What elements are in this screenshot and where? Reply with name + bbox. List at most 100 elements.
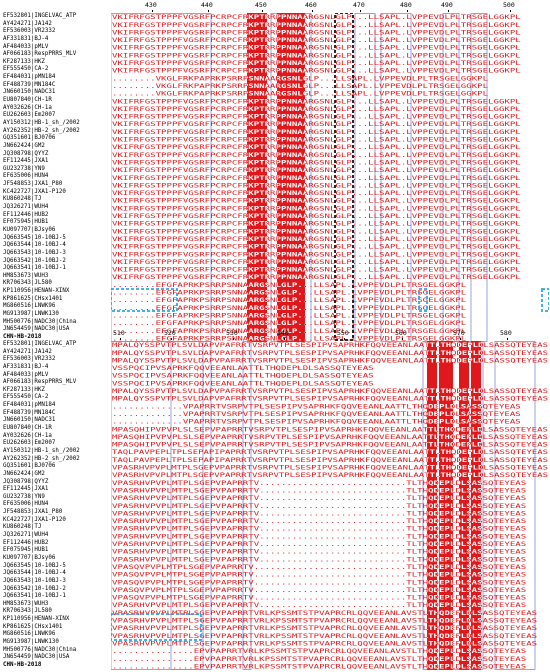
svg-text:MPASQHIPVPVPLSLSEPVPAPRRTVSRPV: MPASQHIPVPVPLSLSEPVPAPRRTVSRPVTPLSESPIPV… [112, 441, 548, 449]
sequence-name: JQ663544|10-10BJ-4 [3, 570, 66, 577]
sequence-row: TAQLPAVPEPLTPLSEPAPIPAPRRTVSRPVTPLSESPIP… [112, 448, 548, 456]
svg-text:VPASRHVPVPLMTPLSGEPVPAPRRTV...: VPASRHVPVPLMTPLSGEPVPAPRRTV.............… [112, 540, 526, 548]
ruler-tick [262, 10, 263, 12]
svg-text:VPASRHVPVPLMTPLSGEPVPAPRRTV...: VPASRHVPVPLMTPLSGEPVPAPRRTV.............… [112, 525, 526, 533]
sequence-name: KR706343|JL580 [3, 608, 52, 615]
ruler-tick [510, 10, 511, 12]
sequence-row: VPASRHVPVPLMTPLSGEPVPAPRRTV.............… [112, 532, 526, 540]
svg-text:VKIFRFGSTPPPFVGSRFPCRPCFRKPTRR: VKIFRFGSTPPPFVGSRFPCRPCFRKPTRRPPNNAARGSN… [112, 227, 521, 235]
sequence-row: VKIFRFGSTPPPFVGSRFPCRPCFRKPTRRPPNNAARGSN… [112, 166, 521, 174]
svg-text:VKIFRFGSTPPPFVGSRFPCRPCFRKPTRR: VKIFRFGSTPPPFVGSRFPCRPCFRKPTRRPPNNAARGSN… [112, 105, 521, 113]
svg-text:........EFGFAPRKPSRRPSNNAARGSN: ........EFGFAPRKPSRRPSNNAARGSNLGLP...LLS… [112, 296, 466, 304]
sequence-row: VPASQVPVPLMTPLSGEPVPAPRRTV..............… [112, 571, 526, 579]
sequence-name: EF532801|INGELVAC_ATP [3, 341, 77, 347]
sequence-row: VPASQVPVPLMTPLSGEPVPAPRRTV..............… [112, 586, 526, 594]
svg-text:VPASRHVPVPLMTPLSGEPVPAPRRTV...: VPASRHVPVPLMTPLSGEPVPAPRRTV.............… [112, 509, 526, 517]
sequence-name: KP110956|HENAN-XINX [3, 616, 70, 623]
svg-text:.............VPAPRRTVSRPVTPLSE: .............VPAPRRTVSRPVTPLSESPIPVSAPRH… [112, 410, 521, 418]
svg-text:VPASRHVPVPLMTPLSGEPVPAPRRTVSRP: VPASRHVPVPLMTPLSGEPVPAPRRTVSRPVTPLSESPIP… [112, 464, 548, 472]
sequence-row: VPASRHVPVPLMTPLSGEPVPAPRRTV.............… [112, 517, 526, 525]
sequence-name: KP861625|CHsx1401 [3, 295, 63, 302]
svg-text:VKIFRFGSTPPPFVGSRFPCRPCFRKPTRR: VKIFRFGSTPPPFVGSRFPCRPCFRKPTRRPPNNAARGSN… [112, 220, 521, 228]
svg-text:VKIFRFGSTPPPFVGSRFPCRPCFRKPTRR: VKIFRFGSTPPPFVGSRFPCRPCFRKPTRRPPNNAARGSN… [112, 204, 521, 212]
sequence-name: JQ326271|WUH4 [3, 204, 49, 211]
ruler-tick [312, 10, 313, 12]
svg-text:VPASRHVPVPLMTPLSGEPVPAPRRTV...: VPASRHVPVPLMTPLSGEPVPAPRRTV.............… [112, 548, 526, 556]
svg-text:VPASRHVPVPLMTPLSGEPVPAPRRTVRLK: VPASRHVPVPLMTPLSGEPVPAPRRTVRLKPSSMTSTPVA… [112, 617, 537, 625]
svg-text:VPASRHVPVPLMTPLSGEPVPAPRRTVSRP: VPASRHVPVPLMTPLSGEPVPAPRRTVSRPVTPLSESPIP… [112, 471, 548, 479]
svg-text:MPALQYSSPVTPLSVLDAPVPAFRRTVSRP: MPALQYSSPVTPLSVLDAPVPAFRRTVSRPVTPLSESPIP… [112, 395, 548, 403]
sequence-area: MPALQYSSPVTPLSVLDAPVPAFRRTVSRPVTPLSESPIP… [111, 341, 549, 670]
ruler-tick [407, 10, 408, 12]
sequence-name: AY424271|JA142 [3, 348, 52, 355]
svg-text:VKIFRFGSTPPPFVGSRFPCRPCFRKPTRR: VKIFRFGSTPPPFVGSRFPCRPCFRKPTRRPPNNAARGSN… [112, 136, 521, 144]
sequence-row: VKIFRFGSTPPPFVGSRFPCRPCFRKPTRRPPNNAARGSN… [112, 250, 521, 258]
svg-text:VPASRHVPVPLMTPLSGEPVPAPRRTV...: VPASRHVPVPLMTPLSGEPVPAPRRTV.............… [112, 555, 526, 563]
svg-text:VKIFRFGSTPPPFVGSRFPCRPCFRKPTRR: VKIFRFGSTPPPFVGSRFPCRPCFRKPTRRPPNNAARGSN… [112, 151, 521, 159]
svg-text:VKIFRFGSTPPPFVGSRFPCRPCFRKPTRR: VKIFRFGSTPPPFVGSRFPCRPCFRKPTRRPPNNAARGSN… [112, 128, 521, 136]
sequence-name: AF331831|BJ-4 [3, 363, 49, 370]
svg-text:VPASQVPVPLMTPLSGEPVPAPRRTV....: VPASQVPVPLMTPLSGEPVPAPRRTV..............… [112, 578, 526, 586]
svg-text:MPASQHIPVPVPLSLSEPVPAPRRTVSRPV: MPASQHIPVPVPLSLSEPVPAPRRTVSRPVTPLSESPIPV… [112, 433, 548, 441]
svg-text:.............VPAPRRTVSRPVTPLSE: .............VPAPRRTVSRPVTPLSESPIPVSAPRH… [112, 402, 521, 410]
sequence-row: VKIFRFGSTPPPFVGSRFPCRPCFRKPTRRPPNNAARGSN… [112, 13, 521, 21]
svg-text:VPASRHVPVPLMTPLSGEPVPAPRRTVRLK: VPASRHVPVPLMTPLSGEPVPAPRRTVRLKPSSMTSTPVA… [112, 617, 537, 625]
sequence-name: KF287133|HKZ [3, 386, 45, 393]
svg-text:VPASQVPVPLMTPLSGEPVPAPRRTV....: VPASQVPVPLMTPLSGEPVPAPRRTV..............… [112, 571, 526, 579]
svg-text:MPALQYSSPVTPLSVLDAPVPAFRRTVSRP: MPALQYSSPVTPLSVLDAPVPAFRRTVSRPVTPLSESPIP… [112, 387, 548, 395]
sequence-row: VPASRHVPVPLMTPLSGEPVPAPRRTVRLKPSSMTSTPVA… [112, 617, 537, 625]
sequence-row: ........EFGFAPRKPSRRPSNNAARGSNLGLP...LLS… [112, 289, 466, 297]
sequence-row: MPALQYSSPVTPLSVLDAPVPAFRRTVSRPVTPLSESPIP… [112, 395, 548, 403]
svg-text:VPASQVPVPLMTPLSGEPVPAPRRTV....: VPASQVPVPLMTPLSGEPVPAPRRTV..............… [112, 571, 526, 579]
svg-text:VKIFRFGSTPPPFVGSRFPCRPCFRKPTRR: VKIFRFGSTPPPFVGSRFPCRPCFRKPTRRPPNNAARGSN… [112, 13, 521, 21]
svg-text:VPASRHVPVPLMTPLSGEPVPAPRRTVRLK: VPASRHVPVPLMTPLSGEPVPAPRRTVRLKPSSMTSTPVA… [112, 624, 537, 632]
svg-text:VPASRHVPVPLMTPLSGEPVPAPRRTVRLK: VPASRHVPVPLMTPLSGEPVPAPRRTVRLKPSSMTSTPVA… [112, 632, 537, 640]
svg-text:VKIFRFGSTPPPFVGSRFPCRPCFRKPTRR: VKIFRFGSTPPPFVGSRFPCRPCFRKPTRRPPNNAARGSN… [112, 273, 521, 281]
sequence-row: ........EFGFAPRKPSRRPSNNAARGSNLGLP...LLS… [112, 311, 466, 319]
svg-text:MPALQYSSPVTPLSVLDAPVPAFRRTVSRP: MPALQYSSPVTPLSVLDAPVPAFRRTVSRPVTPLSESPIP… [112, 341, 548, 349]
svg-text:.............VPAPRRTVSRPVTPLSE: .............VPAPRRTVSRPVTPLSESPIPVSAPRH… [112, 418, 521, 426]
svg-text:VKIFRFGSTPPPFVGSRFPCRPCFRKPTRR: VKIFRFGSTPPPFVGSRFPCRPCFRKPTRRPPNNAARGSN… [112, 51, 521, 59]
sequence-name: JQ663542|10-10BJ-2 [3, 257, 66, 264]
ruler-tick [120, 338, 121, 340]
sequence-name: JQ663541|10-10BJ-1 [3, 265, 66, 272]
conservation-frame [380, 13, 412, 342]
sequence-row: VSSPQCIPVSAPRKFQQVEEANLAATTLTHQDEPLDLSAS… [112, 364, 374, 372]
sequence-name: AF066183|RespPRRS_MLV [3, 51, 77, 58]
ruler-tick [402, 338, 403, 340]
sequence-row: ........EFGFAPRKPSRRPSNNAARGSNLGLP...LLS… [112, 281, 466, 289]
svg-text:........EFGFAPRKPSRRPSNNAARGSN: ........EFGFAPRKPSRRPSNNAARGSNLGLP...LLS… [112, 319, 466, 327]
svg-text:........VKGLFRKPAPRKPSRRPSNNAA: ........VKGLFRKPAPRKPSRRPSNNAARGSNLGLP..… [112, 90, 488, 98]
svg-text:MPASQHIPVPVPLSLSEPVPAPRRTVSRPV: MPASQHIPVPVPLSLSEPVPAPRRTVSRPVTPLSESPIPV… [112, 433, 548, 441]
ruler: 510 520 530 540 550 560 570 580 [0, 328, 550, 340]
svg-text:VPASRHVPVPLMTPLSGEPVPAPRRTV...: VPASRHVPVPLMTPLSGEPVPAPRRTV.............… [112, 502, 526, 510]
sequence-row: VPASRHVPVPLMTPLSGEPVPAPRRTV.............… [112, 601, 526, 609]
sequence-name: KU097707|BJsy06 [3, 554, 56, 561]
insertion-highlight-box [541, 288, 549, 312]
svg-text:VPASRHVPVPLMTPLSGEPVPAPRRTV...: VPASRHVPVPLMTPLSGEPVPAPRRTV.............… [112, 555, 526, 563]
conserved-letters: MPALQYSSPVTPLSVLDAPVPAFRRTVSRPVTPLSESPIP… [112, 341, 548, 670]
svg-text:VPASRHVPVPLMTPLSGEPVPAPRRTV...: VPASRHVPVPLMTPLSGEPVPAPRRTV.............… [112, 494, 526, 502]
sequence-row: VKIFRFGSTPPPFVGSRFPCRPCFRKPTRRPPNNAARGSN… [112, 189, 521, 197]
sequence-row: MPALQYSSPVTPLSVLDAPVPAFRRTVSRPVTPLSESPIP… [112, 387, 548, 395]
svg-text:VPASRHVPVPLMTPLSGEPVPAPRRTV...: VPASRHVPVPLMTPLSGEPVPAPRRTV.............… [112, 479, 526, 487]
sequence-name: EU262603|Em2007 [3, 440, 56, 447]
svg-text:MPALQYSSPVTPLSVLDAPVPAFRRTVSRP: MPALQYSSPVTPLSVLDAPVPAFRRTVSRPVTPLSESPIP… [112, 341, 548, 349]
svg-text:VKIFRFGSTPPPFVGSRFPCRPCFRKPTRR: VKIFRFGSTPPPFVGSRFPCRPCFRKPTRRPPNNAARGSN… [112, 258, 521, 266]
svg-text:VKIFRFGSTPPPFVGSRFPCRPCFRKPTRR: VKIFRFGSTPPPFVGSRFPCRPCFRKPTRRPPNNAARGSN… [112, 113, 521, 121]
sequence-name: KF287133|HKZ [3, 58, 45, 65]
sequence-row: ........EFGFAPRKPSRRPSNNAARGSNLGLP...LLS… [112, 296, 466, 304]
sequence-row: VKIFRFGSTPPPFVGSRFPCRPCFRKPTRRPPNNAARGSN… [112, 174, 521, 182]
svg-text:VPASRHVPVPLMTPLSGEPVPAPRRTV...: VPASRHVPVPLMTPLSGEPVPAPRRTV.............… [112, 509, 526, 517]
sequence-name: GU232738|YN9 [3, 165, 45, 172]
svg-text:VPASRHVPVPLMTPLSGEPVPAPRRTV...: VPASRHVPVPLMTPLSGEPVPAPRRTV.............… [112, 532, 526, 540]
svg-text:TAQLPAVPEPLTPLSEPAPIPAPRRTVSRP: TAQLPAVPEPLTPLSEPAPIPAPRRTVSRPVTPLSESPIP… [112, 456, 548, 464]
sequence-name: EF536003|VR2332 [3, 356, 56, 363]
conserved-letters: MPALQYSSPVTPLSVLDAPVPAFRRTVSRPVTPLSESPIP… [112, 341, 537, 670]
sequence-row: VPASRHVPVPLMTPLSGEPVPAPRRTV.............… [112, 494, 526, 502]
sequence-name: KU860248|TJ [3, 524, 42, 531]
sequence-name: EF112446|HUB2 [3, 211, 49, 218]
svg-text:........VKGLFRKPAPRKPSRRPSNNAA: ........VKGLFRKPAPRKPSRRPSNNAARGSNLGLP..… [112, 74, 488, 82]
svg-text:VPASRHVPVPLMTPLSGEPVPAPRRTV...: VPASRHVPVPLMTPLSGEPVPAPRRTV.............… [112, 601, 526, 609]
